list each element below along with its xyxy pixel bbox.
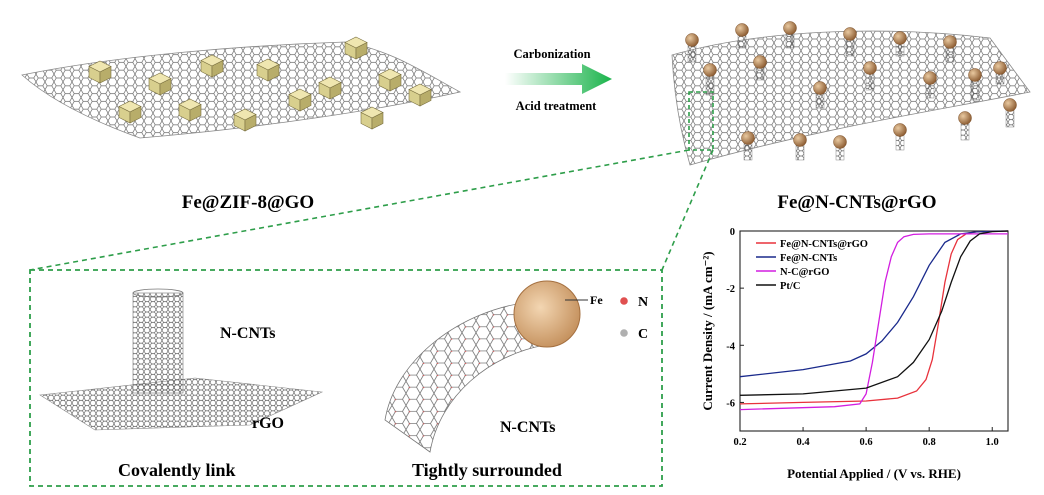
x-tick-label: 0.4 [796,437,810,448]
label-fe: Fe [590,293,603,307]
fe-nanoparticle [513,280,581,348]
x-tick-label: 0.8 [923,437,936,448]
step-carbonization: Carbonization [513,47,590,61]
y-tick-label: -6 [726,398,735,409]
y-tick-label: -2 [726,284,735,295]
x-tick-label: 0.6 [860,437,873,448]
zif-cube [360,106,384,130]
legend-n-dot [620,297,628,305]
series-lines [739,230,1009,411]
cnt-with-fe-ball [833,135,847,161]
legend-c-dot [620,329,628,337]
cnt-with-fe-ball [741,131,755,161]
cnt-with-fe-ball [843,27,857,57]
caption-covalently-link: Covalently link [118,460,236,480]
y-axis-label: Current Density / (mA cm⁻²) [700,251,715,410]
axis-ticks: 0.2 0.4 0.6 0.8 1.0 0 -2 -4 -6 [726,227,999,448]
cnt-with-fe-ball [958,111,972,141]
label-precursor: Fe@ZIF-8@GO [182,192,314,213]
cnt-with-fe-ball [813,81,827,109]
series-line [739,230,1009,396]
label-vertical-cnt: N-CNTs [220,325,275,342]
cnt-with-fe-ball [923,71,937,99]
zif-cube [408,83,432,107]
step-acid-treatment: Acid treatment [516,99,597,113]
cnt-with-fe-ball [993,61,1007,85]
cnt-with-fe-ball [893,123,907,151]
y-tick-label: 0 [730,227,735,238]
caption-tightly-surrounded: Tightly surrounded [412,460,562,480]
x-tick-label: 0.2 [733,437,746,448]
vertical-cnt-on-rgo: N-CNTs rGO [39,288,324,432]
cnt-with-fe-ball [753,55,767,81]
series-line [739,233,1008,411]
series-line [739,230,1009,378]
cnt-with-fe-ball [793,133,807,161]
zif-cube [178,98,202,122]
cnt-with-fe-ball [783,21,797,49]
x-tick-label: 1.0 [986,437,999,448]
nanotube-top-opening [132,288,184,298]
cnt-with-fe-ball [893,31,907,57]
cnt-with-fe-ball [1003,98,1017,128]
zif-cube [318,76,342,100]
zif-cube [288,88,312,112]
legend-label: Fe@N-CNTs@rGO [780,239,868,250]
label-product: Fe@N-CNTs@rGO [777,192,936,213]
cnt-with-fe-ball [968,68,982,101]
vertical-nanotube [132,292,184,394]
x-axis-label: Potential Applied / (V vs. RHE) [787,466,961,481]
legend-label: Fe@N-CNTs [780,253,837,264]
zif-8-crystals [88,36,432,132]
plot-frame [739,230,1009,432]
label-curved-cnt: N-CNTs [500,419,555,436]
zif-cube [200,54,224,78]
n-cnts-with-fe [685,21,1017,161]
zoom-line-left [29,149,690,271]
zif-cube [233,108,257,132]
zif-cube [148,72,172,96]
zoom-source-box [688,91,714,151]
legend-n-label: N [638,295,648,310]
arrow-shape [505,64,612,94]
chart-legend: Fe@N-CNTs@rGO Fe@N-CNTs N-C@rGO Pt/C [756,239,868,292]
zif-cube [378,68,402,92]
reaction-arrow: Carbonization Acid treatment [505,47,612,113]
cnt-with-fe-ball [703,63,717,96]
rgo-sheet-with-cnts [671,21,1031,166]
cnt-with-fe-ball [943,35,957,63]
go-sheet-with-zif [21,36,462,139]
lsv-chart: 0.2 0.4 0.6 0.8 1.00-2-4-6 Fe@N-CNTs@rGOFe@N… [700,227,1009,481]
zif-cube [88,60,112,84]
label-rgo: rGO [252,415,284,432]
y-tick-label: -4 [726,341,735,352]
zif-cube [344,36,368,60]
legend-label: N-C@rGO [780,267,829,278]
legend-c-label: C [638,327,648,342]
zif-cube [118,100,142,124]
curved-cnt-with-fe: Fe N C N-CNTs [384,280,648,453]
zif-cube [256,58,280,82]
cnt-with-fe-ball [863,61,877,91]
legend-label: Pt/C [780,281,800,292]
zoom-line-right [661,149,714,271]
cnt-with-fe-ball [735,23,749,49]
cnt-with-fe-ball [685,33,699,63]
